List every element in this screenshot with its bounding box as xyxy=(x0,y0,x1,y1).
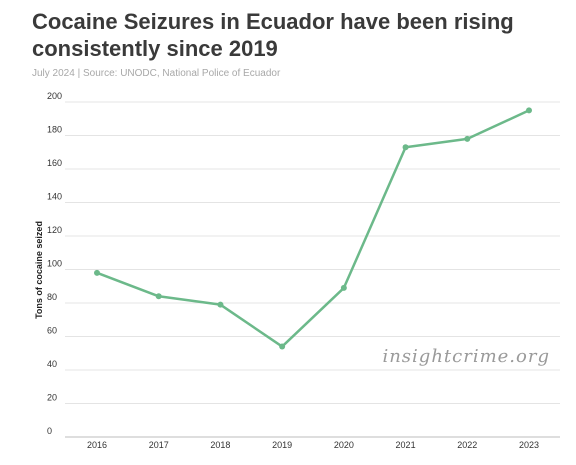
x-tick-label: 2023 xyxy=(519,440,539,450)
data-point-2020 xyxy=(340,284,347,291)
y-tick-label: 200 xyxy=(47,91,62,101)
y-tick-labels: 0 20 40 60 80 100 120 140 160 180 200 xyxy=(47,91,62,436)
y-tick-label: 180 xyxy=(47,125,62,135)
y-axis-label: Tons of cocaine seized xyxy=(34,221,44,319)
y-tick-label: 80 xyxy=(47,292,57,302)
data-point-2022 xyxy=(464,135,471,142)
y-tick-label: 0 xyxy=(47,426,52,436)
series-group xyxy=(94,107,532,350)
x-tick-label: 2017 xyxy=(149,440,169,450)
y-tick-label: 120 xyxy=(47,225,62,235)
x-tick-label: 2019 xyxy=(272,440,292,450)
data-point-2018 xyxy=(217,301,224,308)
y-tick-label: 100 xyxy=(47,259,62,269)
x-tick-label: 2021 xyxy=(396,440,416,450)
x-tick-label: 2020 xyxy=(334,440,354,450)
data-point-2017 xyxy=(155,293,162,300)
data-point-2021 xyxy=(402,144,409,151)
x-tick-label: 2016 xyxy=(87,440,107,450)
grid-lines xyxy=(65,101,560,438)
y-tick-label: 60 xyxy=(47,326,57,336)
y-tick-label: 20 xyxy=(47,393,57,403)
series-line xyxy=(95,109,531,348)
data-point-2016 xyxy=(94,269,100,276)
y-tick-label: 160 xyxy=(47,158,62,168)
data-point-2023 xyxy=(526,107,532,114)
watermark-text: insightcrime.org xyxy=(382,346,550,367)
x-tick-labels: 2016 2017 2018 2019 2020 2021 2022 2023 xyxy=(87,440,539,450)
chart-subtitle: July 2024 | Source: UNODC, National Poli… xyxy=(32,68,281,79)
y-tick-label: 140 xyxy=(47,192,62,202)
chart-title: Cocaine Seizures in Ecuador have been ri… xyxy=(32,9,514,61)
x-tick-label: 2018 xyxy=(210,440,230,450)
data-point-2019 xyxy=(279,343,286,350)
y-tick-label: 40 xyxy=(47,359,57,369)
x-tick-label: 2022 xyxy=(457,440,477,450)
